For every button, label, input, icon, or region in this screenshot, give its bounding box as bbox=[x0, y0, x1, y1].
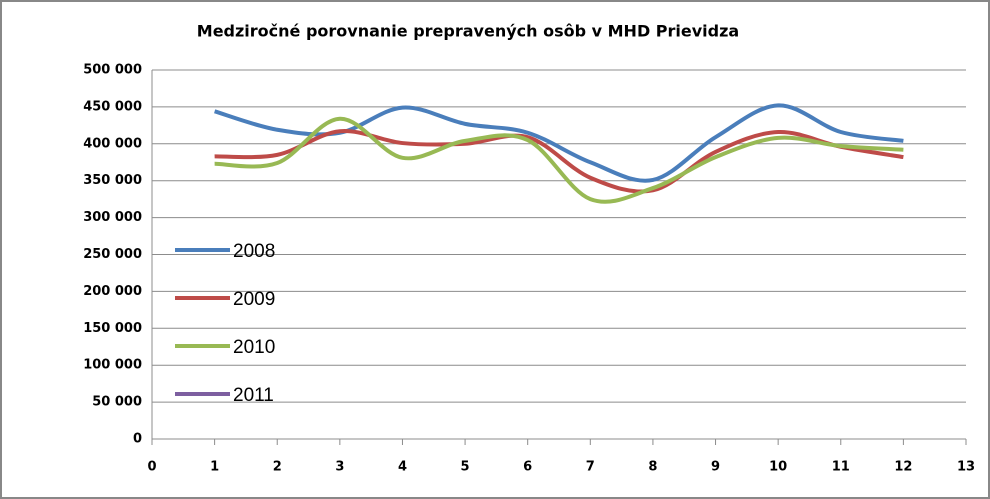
x-tick-label: 1 bbox=[210, 460, 219, 475]
x-tick-label: 12 bbox=[894, 460, 912, 475]
x-tick-label: 6 bbox=[523, 460, 532, 475]
x-tick-label: 2 bbox=[273, 460, 282, 475]
chart-title: Medziročné porovnanie prepravených osôb … bbox=[197, 22, 739, 41]
y-tick-label: 200 000 bbox=[83, 284, 142, 299]
legend-label: 2008 bbox=[233, 241, 275, 262]
y-tick-label: 350 000 bbox=[83, 173, 142, 188]
x-tick-label: 9 bbox=[711, 460, 720, 475]
x-tick-label: 0 bbox=[147, 460, 156, 475]
x-tick-label: 4 bbox=[398, 460, 407, 475]
x-tick-label: 10 bbox=[769, 460, 787, 475]
legend-label: 2011 bbox=[233, 385, 274, 406]
y-tick-label: 400 000 bbox=[83, 136, 142, 151]
data-line bbox=[214, 129, 904, 194]
y-tick-label: 50 000 bbox=[92, 395, 142, 410]
x-tick-label: 3 bbox=[335, 460, 344, 475]
x-tick-label: 8 bbox=[648, 460, 657, 475]
y-tick-label: 250 000 bbox=[83, 247, 142, 262]
y-tick-label: 0 bbox=[133, 432, 142, 447]
y-tick-label: 150 000 bbox=[83, 321, 142, 336]
y-tick-label: 300 000 bbox=[83, 210, 142, 225]
y-tick-label: 100 000 bbox=[83, 358, 142, 373]
x-tick-label: 7 bbox=[586, 460, 595, 475]
x-tick-label: 5 bbox=[461, 460, 470, 475]
legend-label: 2010 bbox=[233, 337, 275, 358]
legend-label: 2009 bbox=[233, 289, 275, 310]
y-tick-label: 450 000 bbox=[83, 99, 142, 114]
x-tick-label: 11 bbox=[832, 460, 850, 475]
x-tick-label: 13 bbox=[957, 460, 975, 475]
data-line bbox=[214, 116, 904, 204]
y-tick-label: 500 000 bbox=[83, 63, 142, 78]
